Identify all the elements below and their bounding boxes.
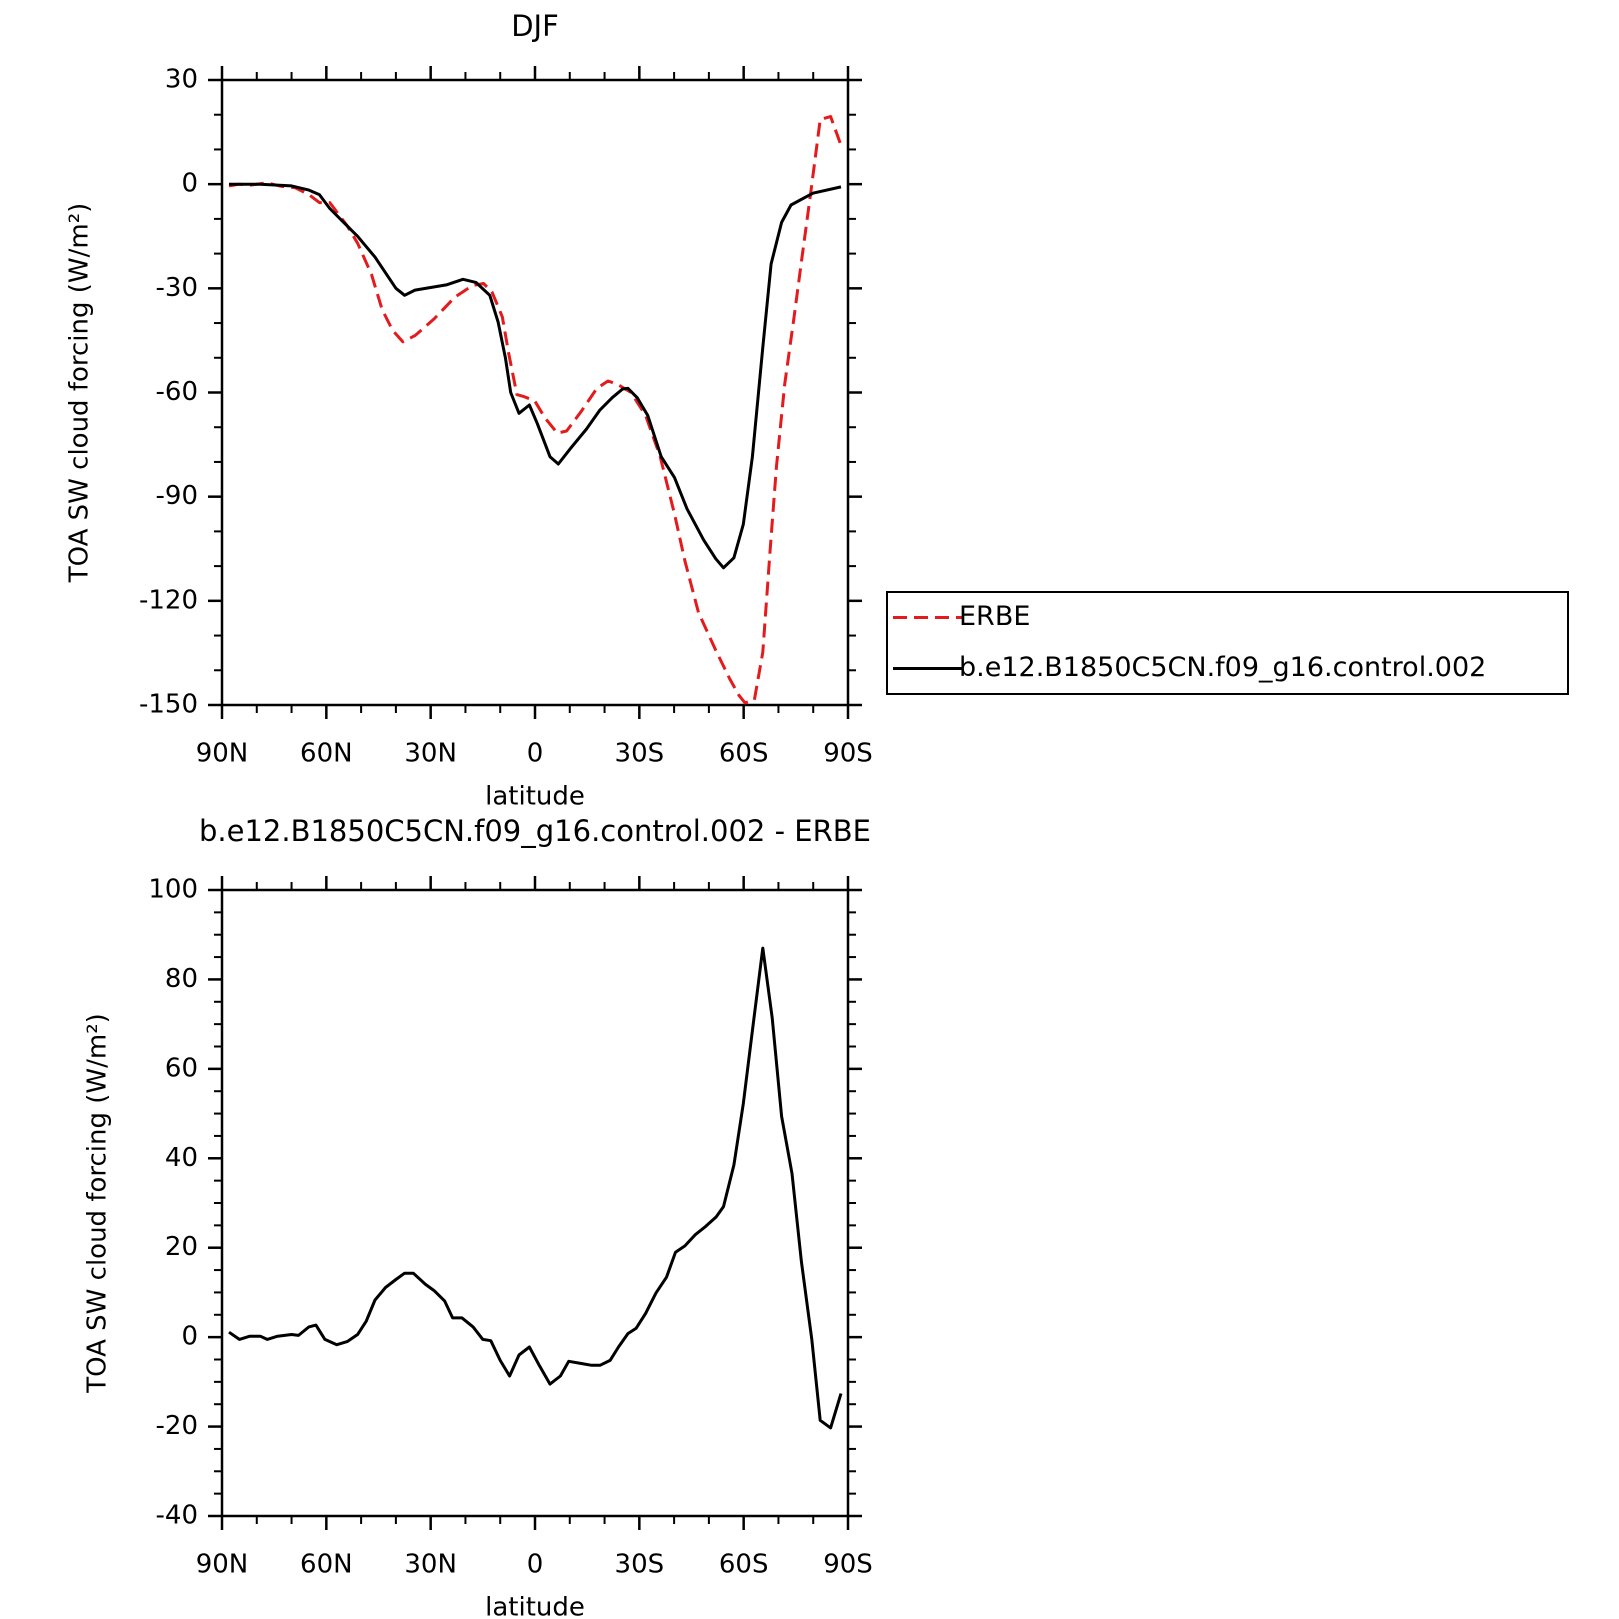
data-line — [228, 115, 843, 705]
x-axis-label: latitude — [485, 782, 585, 812]
y-tick-label: -20 — [156, 1411, 198, 1441]
chart-title: DJF — [511, 9, 559, 43]
y-tick-label: -120 — [139, 585, 198, 615]
y-axis-label: TOA SW cloud forcing (W/m²) — [65, 203, 95, 584]
y-tick-label: -60 — [156, 377, 198, 407]
legend-label: ERBE — [959, 601, 1030, 632]
y-tick-label: -30 — [156, 273, 198, 303]
y-tick-label: 60 — [165, 1053, 198, 1083]
x-tick-label: 30N — [404, 739, 457, 769]
x-tick-label: 60N — [300, 739, 353, 769]
y-axis-label: TOA SW cloud forcing (W/m²) — [83, 1013, 113, 1394]
plot-frame — [220, 78, 850, 707]
x-tick-label: 60S — [719, 1550, 769, 1580]
x-tick-label: 0 — [527, 739, 544, 769]
x-tick-label: 60S — [719, 739, 769, 769]
x-tick-label: 90S — [823, 1550, 873, 1580]
data-line — [229, 182, 842, 570]
y-tick-label: 0 — [181, 169, 198, 199]
y-tick-label: 20 — [165, 1232, 198, 1262]
y-tick-label: 30 — [165, 65, 198, 95]
plot-frame — [220, 888, 850, 1518]
x-tick-label: 60N — [300, 1550, 353, 1580]
legend-box — [886, 591, 1569, 695]
legend-label: b.e12.B1850C5CN.f09_g16.control.002 — [959, 652, 1486, 683]
x-tick-label: 0 — [527, 1550, 544, 1580]
x-tick-label: 90S — [823, 739, 873, 769]
x-tick-label: 30S — [615, 739, 665, 769]
data-line — [228, 946, 843, 1430]
y-tick-label: 40 — [165, 1143, 198, 1173]
x-tick-label: 30N — [404, 1550, 457, 1580]
y-tick-label: 100 — [148, 875, 198, 905]
x-tick-label: 30S — [615, 1550, 665, 1580]
y-tick-label: -40 — [156, 1501, 198, 1531]
y-tick-label: 80 — [165, 964, 198, 994]
x-tick-label: 90N — [196, 1550, 249, 1580]
y-tick-label: -150 — [139, 690, 198, 720]
chart-title: b.e12.B1850C5CN.f09_g16.control.002 - ER… — [199, 814, 871, 848]
x-axis-label: latitude — [485, 1593, 585, 1619]
x-tick-label: 90N — [196, 739, 249, 769]
y-tick-label: 0 — [181, 1322, 198, 1352]
y-tick-label: -90 — [156, 481, 198, 511]
